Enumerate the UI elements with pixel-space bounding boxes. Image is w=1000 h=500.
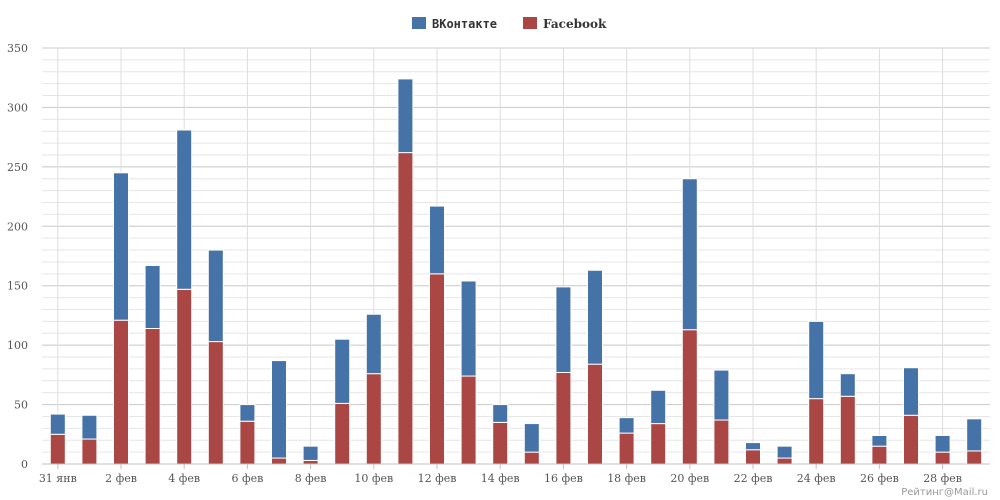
bar-vkontakte — [429, 205, 445, 275]
x-tick-label: 20 фев — [670, 472, 709, 485]
bar-facebook — [903, 414, 919, 465]
bar-vkontakte — [776, 445, 793, 459]
bar-facebook — [808, 398, 825, 465]
bar-facebook — [745, 449, 761, 465]
bar-facebook — [966, 450, 983, 465]
x-tick-label: 12 фев — [418, 472, 457, 485]
x-tick-label: 8 фев — [295, 472, 327, 485]
bar-facebook — [334, 402, 351, 465]
bar-vkontakte — [650, 389, 667, 425]
bar-vkontakte — [144, 265, 161, 330]
bar-vkontakte — [113, 172, 129, 321]
bar-vkontakte — [49, 413, 66, 435]
x-tick-label: 26 фев — [860, 472, 899, 485]
legend: ВКонтакте Facebook — [412, 17, 607, 31]
bar-vkontakte — [334, 338, 351, 404]
credit-label: Рейтинг@Mail.ru — [901, 487, 988, 498]
bar-facebook — [871, 445, 888, 465]
legend-swatch-vkontakte — [412, 17, 426, 29]
bar-vkontakte — [587, 269, 603, 365]
x-tick-label: 22 фев — [734, 472, 773, 485]
y-tick-label: 100 — [7, 339, 28, 352]
x-tick-label: 28 фев — [923, 472, 962, 485]
bar-vkontakte — [934, 434, 951, 453]
bar-vkontakte — [523, 423, 540, 453]
y-tick-label: 350 — [7, 42, 28, 55]
y-tick-label: 50 — [14, 399, 28, 412]
bar-facebook — [492, 421, 509, 465]
bar-facebook — [776, 457, 793, 465]
bar-vkontakte — [302, 445, 319, 461]
x-tick-label: 31 янв — [39, 472, 77, 485]
bar-vkontakte — [365, 313, 382, 375]
bar-vkontakte — [871, 434, 888, 447]
y-tick-label: 200 — [7, 220, 28, 233]
bar-vkontakte — [618, 417, 635, 434]
bar-facebook — [650, 423, 667, 465]
bar-facebook — [113, 319, 129, 465]
bar-facebook — [397, 152, 414, 465]
bar-facebook — [49, 433, 66, 465]
bar-vkontakte — [239, 404, 256, 422]
x-tick-label: 10 фев — [354, 472, 393, 485]
bar-vkontakte — [555, 286, 572, 373]
y-tick-label: 250 — [7, 161, 28, 174]
x-tick-label: 2 фев — [105, 472, 137, 485]
bar-facebook — [81, 438, 98, 465]
x-tick-label: 18 фев — [607, 472, 646, 485]
bar-vkontakte — [808, 320, 825, 400]
x-tick-label: 16 фев — [544, 472, 583, 485]
bar-vkontakte — [681, 178, 698, 331]
bar-facebook — [523, 451, 540, 465]
bar-facebook — [144, 328, 161, 465]
y-tick-label: 300 — [7, 101, 28, 114]
legend-label-facebook: Facebook — [543, 17, 607, 31]
bar-vkontakte — [839, 373, 856, 397]
bar-vkontakte — [903, 367, 919, 416]
legend-swatch-facebook — [523, 17, 537, 29]
y-tick-label: 0 — [21, 458, 28, 471]
bar-facebook — [176, 288, 193, 465]
bar-vkontakte — [176, 129, 193, 290]
bar-vkontakte — [713, 369, 730, 421]
x-tick-label: 24 фев — [797, 472, 836, 485]
bar-vkontakte — [271, 360, 287, 459]
legend-label-vkontakte: ВКонтакте — [432, 17, 497, 31]
x-axis-ticks: 31 янв 2 фев 4 фев 6 фев 8 фев 10 фев 12 фев 14… — [39, 464, 962, 485]
bar-facebook — [839, 395, 856, 465]
bar-facebook — [587, 363, 603, 465]
bar-facebook — [934, 451, 951, 465]
y-axis-ticks: 0 50 100 150 200 250 300 350 — [7, 42, 28, 471]
bar-facebook — [239, 420, 256, 465]
bar-vkontakte — [460, 280, 477, 377]
bar-vkontakte — [966, 418, 983, 452]
y-tick-label: 150 — [7, 280, 28, 293]
bar-facebook — [555, 371, 572, 465]
bar-facebook — [460, 375, 477, 465]
bar-facebook — [365, 373, 382, 465]
x-tick-label: 4 фев — [168, 472, 200, 485]
bar-vkontakte — [745, 442, 761, 451]
bar-vkontakte — [397, 78, 414, 154]
x-tick-label: 6 фев — [231, 472, 263, 485]
x-tick-label: 14 фев — [481, 472, 520, 485]
bar-facebook — [713, 419, 730, 465]
bars — [49, 78, 983, 465]
bar-facebook — [429, 273, 445, 465]
bar-facebook — [302, 459, 319, 465]
bar-vkontakte — [492, 404, 509, 423]
bar-facebook — [618, 432, 635, 465]
bar-facebook — [271, 457, 287, 465]
bar-vkontakte — [207, 249, 224, 343]
bar-facebook — [681, 329, 698, 465]
bar-facebook — [207, 341, 224, 465]
bar-vkontakte — [81, 414, 98, 440]
